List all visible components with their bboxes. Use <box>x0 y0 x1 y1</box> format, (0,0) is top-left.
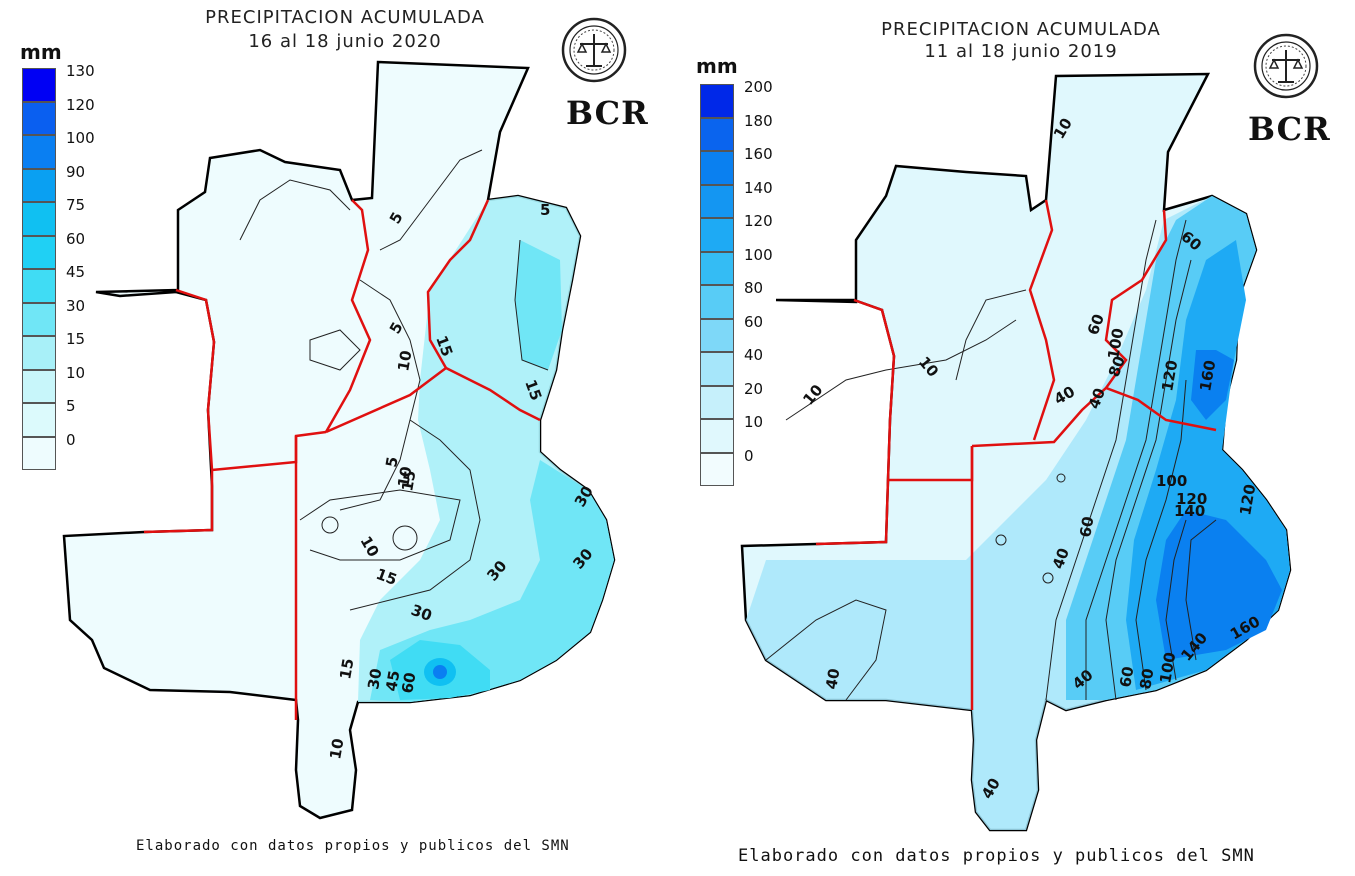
legend-tick-label: 5 <box>66 397 76 415</box>
legend-swatch <box>22 302 56 336</box>
contour-label: 40 <box>822 667 843 691</box>
legend-swatch <box>22 436 56 470</box>
contour-label: 60 <box>1076 515 1097 539</box>
legend-swatch <box>22 336 56 370</box>
legend-swatch <box>22 168 56 202</box>
contour-label: 120 <box>1176 490 1207 508</box>
legend-tick-label: 20 <box>744 379 764 398</box>
bcr-seal-logo <box>556 12 646 96</box>
contour-label: 10 <box>799 381 826 409</box>
legend-swatch <box>22 101 56 135</box>
legend-tick-label: 80 <box>744 279 764 297</box>
contour-label: 45 <box>382 669 403 693</box>
contour-label: 15 <box>336 657 357 681</box>
legend-swatch <box>700 419 734 453</box>
legend-tick-label: 60 <box>66 229 86 248</box>
contour-label: 60 <box>398 671 419 695</box>
precip-zone-75 <box>433 665 447 679</box>
precipitation-map-2020: PRECIPITACION ACUMULADA 16 al 18 junio 2… <box>20 7 649 854</box>
legend-tick-label: 100 <box>66 129 95 147</box>
legend-swatch <box>700 151 734 185</box>
legend-tick-label: 10 <box>66 363 86 382</box>
contour-label: 60 <box>1116 665 1137 689</box>
legend-tick-label: 200 <box>744 78 773 96</box>
precip-zone-160 <box>1156 510 1282 660</box>
legend-tick-label: 30 <box>66 296 86 315</box>
legend-swatch <box>22 369 56 403</box>
contour-label: 100 <box>1104 327 1127 361</box>
legend-swatch <box>22 135 56 169</box>
contour-label: 140 <box>1174 502 1205 520</box>
data-credit: Elaborado con datos propios y publicos d… <box>738 846 1255 866</box>
legend-unit: mm <box>20 40 62 64</box>
map-title: PRECIPITACION ACUMULADA <box>205 7 485 28</box>
legend-swatch <box>22 68 56 102</box>
legend-tick-label: 75 <box>66 196 86 214</box>
contour-label: 160 <box>1196 359 1219 393</box>
bcr-logo-text: BCR <box>566 94 649 132</box>
legend-swatch <box>700 84 734 118</box>
legend-swatch <box>700 452 734 486</box>
legend-tick-label: 0 <box>744 446 754 465</box>
contour-label: 120 <box>1236 483 1259 517</box>
contour-label: 80 <box>1136 667 1157 691</box>
contour-label: 5 <box>540 201 550 219</box>
contour-label: 10 <box>394 349 415 373</box>
legend-tick-label: 40 <box>744 346 764 364</box>
legend-unit: mm <box>696 54 738 78</box>
legend-swatch <box>700 285 734 319</box>
legend-tick-label: 15 <box>66 330 86 348</box>
legend-swatch <box>700 251 734 285</box>
precip-zone-30 <box>515 240 562 370</box>
legend-tick-label: 120 <box>744 212 773 230</box>
map-period: 11 al 18 junio 2019 <box>924 41 1118 62</box>
bcr-seal-logo <box>1246 28 1336 112</box>
contour-label: 10 <box>326 737 347 761</box>
legend-tick-label: 0 <box>66 430 76 449</box>
contour-label: 30 <box>364 667 385 691</box>
contour-label: 100 <box>1156 472 1187 490</box>
legend-swatch <box>700 385 734 419</box>
legend-swatch <box>22 269 56 303</box>
map-title: PRECIPITACION ACUMULADA <box>881 19 1161 40</box>
contour-label: 5 <box>382 455 402 468</box>
legend-tick-label: 120 <box>66 95 95 114</box>
bcr-logo-text: BCR <box>1248 110 1331 148</box>
contour-label: 15 <box>398 469 419 493</box>
legend-swatch <box>700 318 734 352</box>
data-credit: Elaborado con datos propios y publicos d… <box>136 838 570 854</box>
precip-zone-160b <box>1191 350 1234 420</box>
legend-swatch <box>700 352 734 386</box>
legend-tick-label: 160 <box>744 145 773 163</box>
legend-tick-label: 140 <box>744 178 773 197</box>
contour-label: 10 <box>394 465 415 489</box>
legend-swatch <box>700 117 734 151</box>
legend-tick-label: 130 <box>66 62 95 80</box>
legend-swatch <box>22 202 56 236</box>
precipitation-map-2019: PRECIPITACION ACUMULADA 11 al 18 junio 2… <box>686 0 1355 876</box>
legend-swatch <box>700 218 734 252</box>
legend-tick-label: 90 <box>66 162 86 181</box>
legend-tick-label: 180 <box>744 111 773 130</box>
contour-label: 120 <box>1158 359 1181 393</box>
map-period: 16 al 18 junio 2020 <box>248 31 442 52</box>
contour-label: 100 <box>1156 651 1179 685</box>
legend-tick-label: 10 <box>744 413 764 431</box>
legend-tick-label: 45 <box>66 263 86 281</box>
legend-tick-label: 100 <box>744 245 773 264</box>
legend-tick-label: 60 <box>744 312 764 331</box>
legend-swatch <box>22 403 56 437</box>
legend-swatch <box>22 235 56 269</box>
legend-swatch <box>700 184 734 218</box>
